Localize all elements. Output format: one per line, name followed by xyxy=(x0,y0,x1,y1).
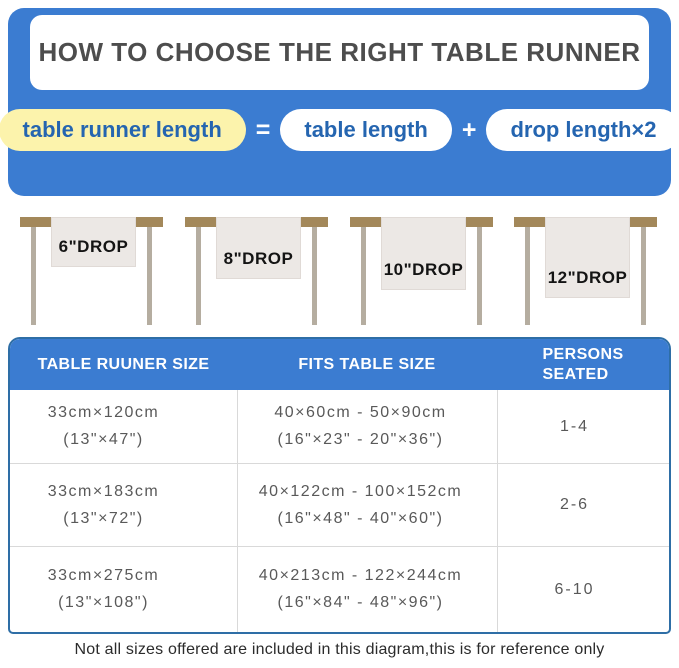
footnote: Not all sizes offered are included in th… xyxy=(74,641,605,658)
formula-drop-length-pill: drop length×2 xyxy=(486,109,679,151)
table-leg-icon xyxy=(31,227,36,325)
table-row-3-fits-size: 40×213cm - 122×244cm (16"×84" - 48"×96") xyxy=(237,546,497,632)
tabletop-icon xyxy=(350,217,381,227)
drop-label: 12"DROP xyxy=(547,268,628,287)
runner-cloth-icon: 10"DROP xyxy=(381,217,466,290)
table-figure-6-drop: 6"DROP xyxy=(20,217,163,330)
drop-label: 6"DROP xyxy=(58,237,129,256)
table-figure-8-drop: 8"DROP xyxy=(185,217,328,330)
title-box: HOW TO CHOOSE THE RIGHT TABLE RUNNER xyxy=(30,15,649,90)
formula-table-length-pill: table length xyxy=(280,109,452,151)
hero-panel: HOW TO CHOOSE THE RIGHT TABLE RUNNER tab… xyxy=(0,8,679,196)
tabletop-icon xyxy=(185,217,216,227)
tabletop-icon xyxy=(301,217,328,227)
formula-result-pill: table runner length xyxy=(0,109,246,151)
size-reference-table: TABLE RUUNER SIZE FITS TABLE SIZE PERSON… xyxy=(8,337,671,634)
table-leg-icon xyxy=(312,227,317,325)
table-leg-icon xyxy=(361,227,366,325)
table-leg-icon xyxy=(525,227,530,325)
drop-label: 8"DROP xyxy=(223,249,294,268)
tabletop-icon xyxy=(514,217,545,227)
table-leg-icon xyxy=(147,227,152,325)
tabletop-icon xyxy=(20,217,51,227)
table-row-1-runner-size: 33cm×120cm (13"×47") xyxy=(47,404,160,448)
table-row-3-persons: 6-10 xyxy=(497,546,669,632)
page-title: HOW TO CHOOSE THE RIGHT TABLE RUNNER xyxy=(38,37,641,67)
column-header-runner-size: TABLE RUUNER SIZE xyxy=(10,339,237,390)
tabletop-icon xyxy=(630,217,657,227)
drop-label: 10"DROP xyxy=(383,260,464,279)
runner-cloth-icon: 6"DROP xyxy=(51,217,136,267)
equals-sign: = xyxy=(255,115,271,144)
table-leg-icon xyxy=(477,227,482,325)
runner-length-formula: table runner length = table length + dro… xyxy=(0,109,679,151)
runner-cloth-icon: 12"DROP xyxy=(545,217,630,298)
runner-cloth-icon: 8"DROP xyxy=(216,217,301,279)
table-row-1-fits-size: 40×60cm - 50×90cm (16"×23" - 20"×36") xyxy=(237,390,497,463)
table-figure-10-drop: 10"DROP xyxy=(350,217,493,330)
table-leg-icon xyxy=(196,227,201,325)
tabletop-icon xyxy=(466,217,493,227)
table-row-3-runner-size: 33cm×275cm (13"×108") xyxy=(10,546,237,632)
table-figure-12-drop: 12"DROP xyxy=(514,217,657,330)
table-row-2-runner-size: 33cm×183cm (13"×72") xyxy=(10,463,237,546)
drop-length-illustrations: 6"DROP 8"DROP 10"DROP xyxy=(0,217,679,330)
table-leg-icon xyxy=(641,227,646,325)
table-row-2-persons: 2-6 xyxy=(497,463,669,546)
table-row-1-persons: 1-4 xyxy=(497,390,669,463)
tabletop-icon xyxy=(136,217,163,227)
column-header-persons-seated: PERSONS SEATED xyxy=(497,339,669,390)
table-row-2-fits-size: 40×122cm - 100×152cm (16"×48" - 40"×60") xyxy=(237,463,497,546)
column-header-fits-table-size: FITS TABLE SIZE xyxy=(237,339,497,390)
plus-sign: + xyxy=(461,115,477,144)
